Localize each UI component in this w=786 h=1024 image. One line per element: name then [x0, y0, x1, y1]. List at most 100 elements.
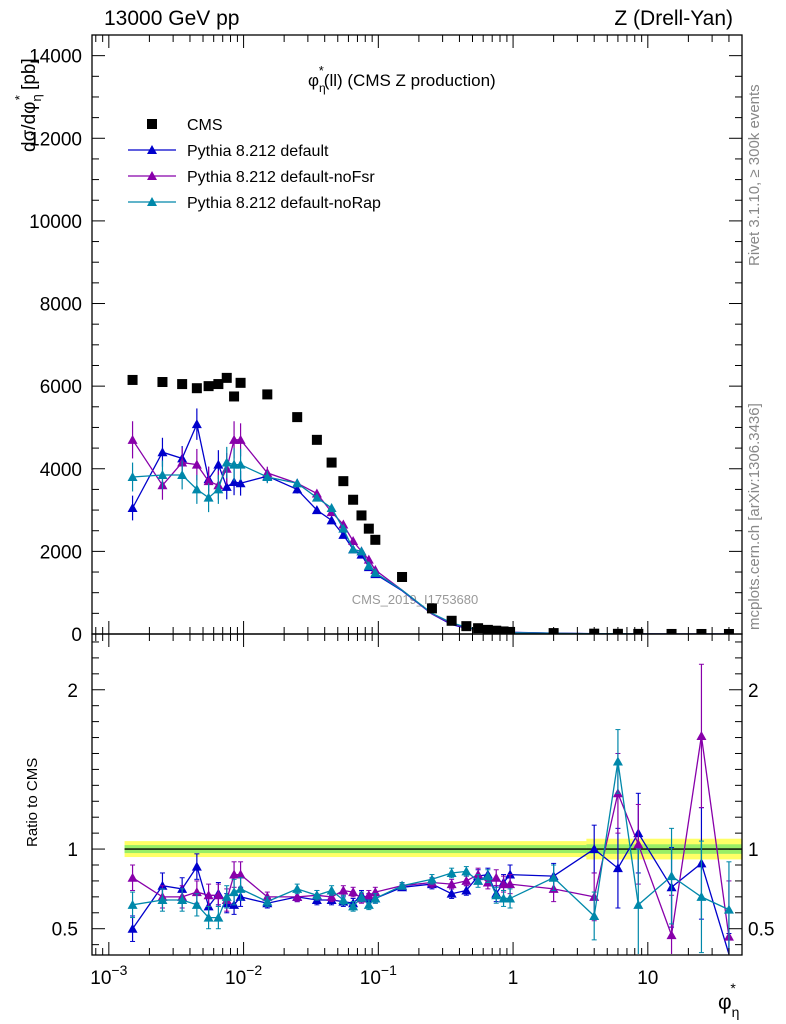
cms-marker — [348, 494, 359, 505]
mc-marker — [338, 523, 349, 533]
ratio-marker — [666, 930, 677, 940]
ratio-marker — [505, 879, 516, 889]
ratio-panel-data — [124, 663, 742, 955]
cms-marker — [498, 626, 509, 634]
ratio-marker — [363, 890, 374, 900]
cms-marker — [633, 628, 644, 634]
y-tick-label-3: 6000 — [40, 377, 82, 398]
mc-marker — [292, 484, 303, 494]
ratio-marker — [397, 880, 408, 890]
mc-marker — [311, 505, 322, 515]
cms-marker — [326, 457, 337, 468]
mc-marker — [311, 492, 322, 502]
ratio-marker — [157, 895, 168, 905]
x-tick-label-2: 10−1 — [360, 962, 397, 989]
cms-marker — [505, 626, 516, 634]
y-tick-label-1: 2000 — [40, 542, 82, 563]
header-process: 13000 GeV pp — [104, 7, 240, 30]
cms-marker — [157, 377, 168, 388]
mc-marker — [191, 459, 202, 469]
cms-marker — [203, 381, 214, 392]
ratio-marker — [612, 863, 623, 873]
ratio-marker — [203, 912, 214, 922]
ratio-marker — [262, 896, 273, 906]
ratio-marker — [338, 895, 349, 905]
cms-marker — [229, 391, 240, 402]
mc-marker — [262, 472, 273, 482]
cms-marker — [397, 571, 408, 582]
x-axis-label: φη* — [718, 980, 739, 1020]
chart-title: φη*(ll) (CMS Z production) — [308, 63, 496, 95]
legend-label-3: Pythia 8.212 default-noRap — [187, 195, 381, 212]
x-tick-label-0: 10−3 — [90, 962, 127, 989]
ratio-tick-label-left-0: 0.5 — [52, 920, 78, 941]
mc-marker — [157, 469, 168, 479]
cms-marker — [482, 624, 493, 634]
ratio-marker — [498, 893, 509, 903]
ratio-marker — [482, 871, 493, 881]
ratio-marker — [127, 899, 138, 909]
mc-marker — [157, 447, 168, 457]
ratio-marker — [311, 890, 322, 900]
mc-marker — [221, 457, 232, 467]
ratio-marker — [221, 891, 232, 901]
cms-marker — [491, 625, 502, 634]
ratio-marker — [191, 899, 202, 909]
ratio-tick-label-right-2: 2 — [748, 681, 759, 702]
cms-marker — [221, 372, 232, 383]
header-channel: Z (Drell-Yan) — [614, 7, 733, 30]
ratio-marker — [491, 872, 502, 882]
mc-marker — [191, 419, 202, 429]
legend-marker-3 — [147, 197, 157, 206]
mc-marker — [127, 503, 138, 513]
mc-marker — [213, 484, 224, 494]
cms-marker — [356, 510, 367, 521]
ratio-marker — [326, 891, 337, 901]
ratio-tick-label-right-0: 0.5 — [748, 920, 774, 941]
cms-marker — [213, 379, 224, 390]
ratio-marker — [505, 893, 516, 903]
ratio-marker — [348, 901, 359, 911]
ratio-marker — [461, 875, 472, 885]
ratio-marker — [426, 874, 437, 884]
ratio-marker — [446, 867, 457, 877]
main-panel-data — [127, 372, 734, 634]
ratio-marker — [446, 888, 457, 898]
mc-marker — [221, 481, 232, 491]
mc-marker — [356, 546, 367, 556]
cms-marker — [363, 523, 374, 534]
ratio-marker — [589, 844, 600, 854]
mc-marker — [326, 515, 337, 525]
mc-marker — [363, 560, 374, 570]
ratio-marker — [229, 887, 240, 897]
ratio-marker — [191, 861, 202, 871]
mc-marker — [235, 434, 246, 444]
mc-marker — [229, 476, 240, 486]
x-tick-label-4: 10 — [637, 968, 658, 989]
ratio-marker — [363, 899, 374, 909]
ratio-marker — [548, 872, 559, 882]
cms-marker — [235, 377, 246, 388]
ratio-marker — [127, 923, 138, 933]
ratio-marker — [213, 890, 224, 900]
ratio-marker — [446, 879, 457, 889]
mc-marker — [326, 503, 337, 513]
mc-marker — [177, 469, 188, 479]
ratio-marker — [292, 883, 303, 893]
mc-marker — [370, 567, 381, 577]
ratio-marker — [723, 904, 734, 914]
legend-label-2: Pythia 8.212 default-noFsr — [187, 169, 375, 186]
ratio-marker — [235, 869, 246, 879]
ratio-tick-label-left-2: 2 — [67, 681, 78, 702]
ratio-marker — [356, 891, 367, 901]
ratio-marker — [696, 891, 707, 901]
y-tick-label-6: 12000 — [29, 129, 82, 150]
mc-marker — [127, 434, 138, 444]
ratio-marker — [326, 885, 337, 895]
mc-marker — [235, 459, 246, 469]
x-tick-label-1: 10−2 — [225, 962, 262, 989]
cms-marker — [473, 623, 484, 634]
y-tick-label-5: 10000 — [29, 212, 82, 233]
ratio-marker — [213, 912, 224, 922]
